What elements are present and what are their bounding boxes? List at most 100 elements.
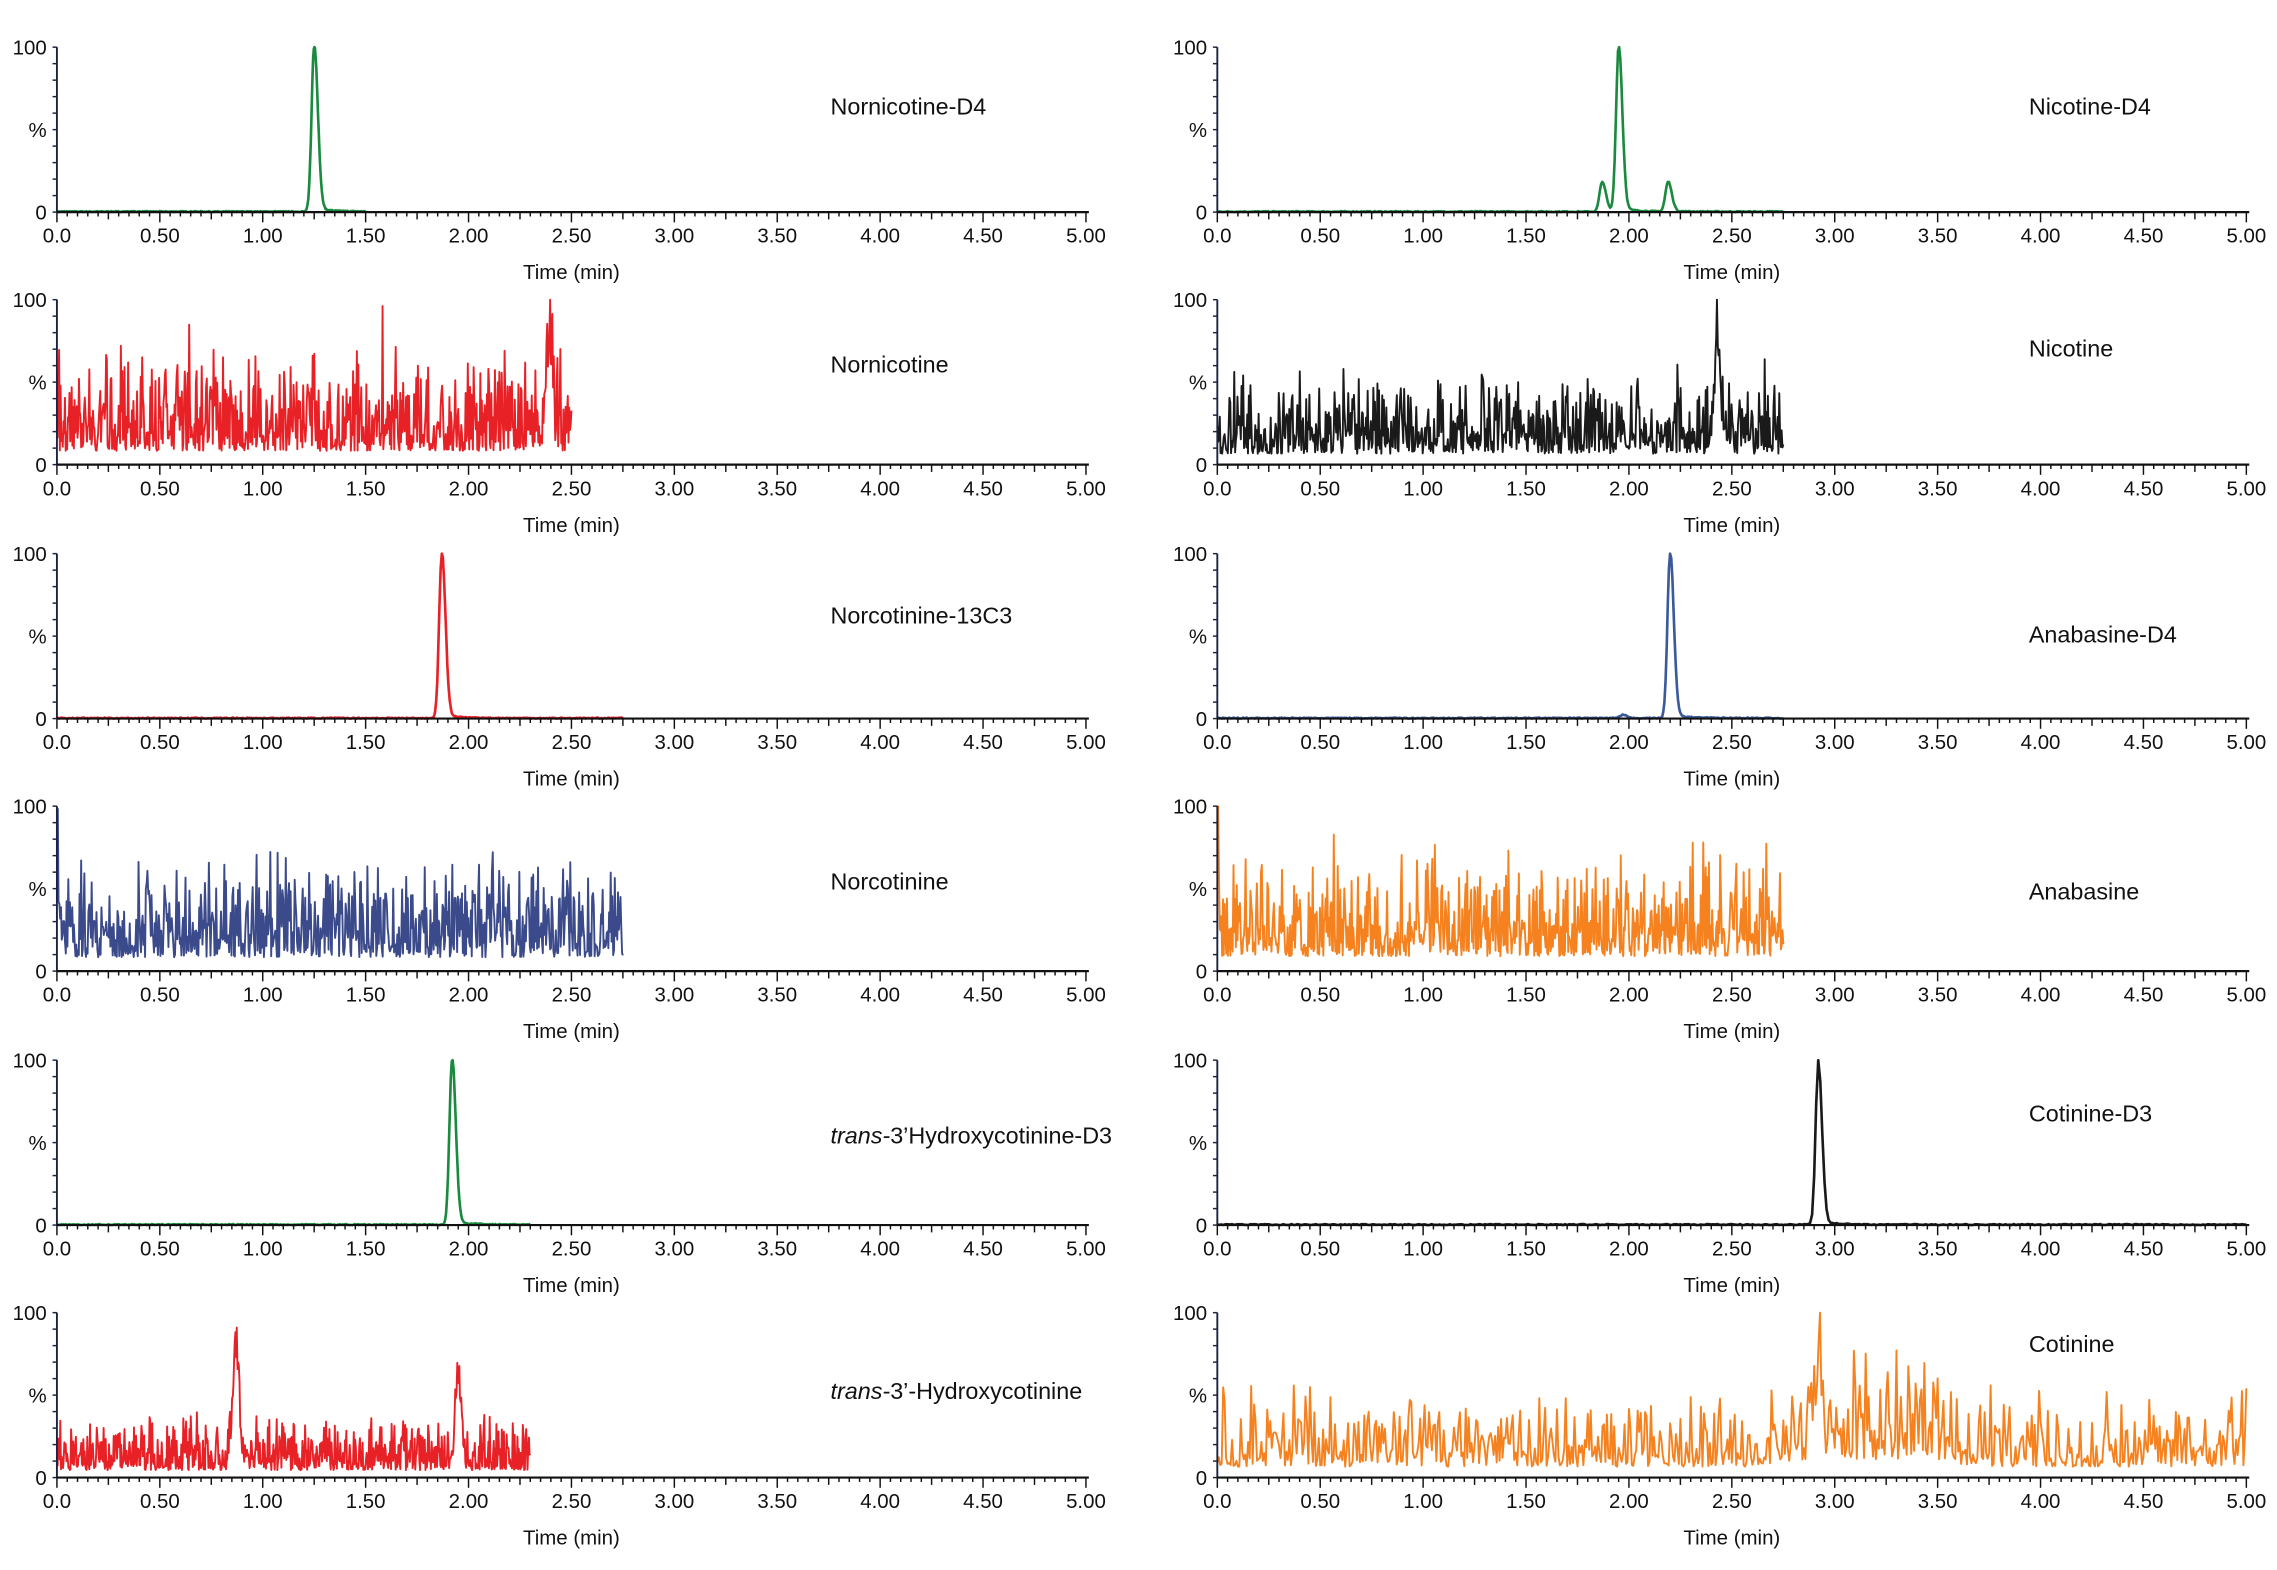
x-axis-label: Time (min) bbox=[1683, 1528, 1780, 1550]
compound-label: trans-3’-Hydroxycotinine bbox=[831, 1378, 1083, 1404]
x-tick-label: 0.0 bbox=[1203, 1491, 1231, 1513]
x-tick-label: 0.50 bbox=[140, 478, 180, 500]
compound-label: trans-3’Hydroxycotinine-D3 bbox=[831, 1122, 1113, 1148]
series-line bbox=[1216, 1311, 2248, 1468]
x-tick-label: 0.50 bbox=[140, 985, 180, 1007]
x-tick-label: 3.50 bbox=[1918, 478, 1958, 500]
chart-panel: 0.0 0.50 1.00 1.50 2.00 2.50 3.00 3.50 4.00 4.50 5… bbox=[13, 1303, 1106, 1550]
compound-label-name: 3’-Hydroxycotinine bbox=[890, 1378, 1082, 1404]
x-tick-label: 2.50 bbox=[552, 1491, 592, 1513]
x-tick-label: 3.00 bbox=[654, 985, 694, 1007]
y-axis-label: % bbox=[1189, 1385, 1207, 1407]
y-tick-label: 100 bbox=[13, 37, 47, 59]
x-tick-label: 3.50 bbox=[757, 478, 797, 500]
compound-label: Norcotinine bbox=[831, 868, 949, 894]
series-line bbox=[56, 552, 624, 720]
y-tick-label: 0 bbox=[1196, 961, 1207, 983]
x-tick-label: 2.00 bbox=[449, 226, 489, 248]
x-tick-label: 3.50 bbox=[757, 1239, 797, 1261]
x-tick-label: 2.50 bbox=[1712, 985, 1752, 1007]
x-tick-label: 4.50 bbox=[2124, 1491, 2164, 1513]
x-axis-label: Time (min) bbox=[1683, 1275, 1780, 1297]
x-tick-label: 0.0 bbox=[1203, 1239, 1231, 1261]
x-tick-label: 0.50 bbox=[1300, 1491, 1340, 1513]
x-tick-label: 1.00 bbox=[1403, 732, 1443, 754]
x-tick-label: 4.50 bbox=[963, 226, 1003, 248]
x-tick-label: 3.00 bbox=[1815, 732, 1855, 754]
x-tick-label: 0.0 bbox=[43, 1239, 71, 1261]
x-tick-label: 2.00 bbox=[1609, 1239, 1649, 1261]
x-tick-label: 1.00 bbox=[1403, 1239, 1443, 1261]
y-tick-label: 0 bbox=[35, 455, 46, 477]
x-tick-label: 0.50 bbox=[1300, 478, 1340, 500]
x-tick-label: 0.0 bbox=[1203, 985, 1231, 1007]
x-tick-label: 3.00 bbox=[1815, 1491, 1855, 1513]
x-tick-label: 0.0 bbox=[1203, 732, 1231, 754]
x-axis-label: Time (min) bbox=[523, 1275, 620, 1297]
x-axis-label: Time (min) bbox=[1683, 262, 1780, 284]
chart-panel: 0.0 0.50 1.00 1.50 2.00 2.50 3.00 3.50 4.00 4.50 5… bbox=[1173, 290, 2266, 537]
x-tick-label: 1.00 bbox=[243, 732, 283, 754]
x-tick-label: 3.50 bbox=[757, 985, 797, 1007]
series-line bbox=[55, 298, 573, 452]
y-tick-label: 0 bbox=[1196, 202, 1207, 224]
chart-panel: 0.0 0.50 1.00 1.50 2.00 2.50 3.00 3.50 4.00 4.50 5… bbox=[1173, 37, 2266, 284]
x-tick-label: 3.00 bbox=[654, 478, 694, 500]
x-tick-label: 1.50 bbox=[1506, 226, 1546, 248]
chart-panel: 0.0 0.50 1.00 1.50 2.00 2.50 3.00 3.50 4.00 4.50 5… bbox=[13, 544, 1106, 791]
x-tick-label: 1.50 bbox=[1506, 985, 1546, 1007]
chart-panel: 0.0 0.50 1.00 1.50 2.00 2.50 3.00 3.50 4.00 4.50 5… bbox=[13, 1050, 1112, 1297]
x-tick-label: 2.50 bbox=[552, 1239, 592, 1261]
x-axis-label: Time (min) bbox=[523, 1528, 620, 1550]
x-tick-label: 1.00 bbox=[243, 985, 283, 1007]
x-tick-label: 1.00 bbox=[243, 226, 283, 248]
x-tick-label: 1.50 bbox=[1506, 478, 1546, 500]
y-axis-label: % bbox=[29, 120, 47, 142]
x-tick-label: 4.50 bbox=[2124, 732, 2164, 754]
chart-panel: 0.0 0.50 1.00 1.50 2.00 2.50 3.00 3.50 4.00 4.50 5… bbox=[13, 37, 1106, 284]
x-tick-label: 0.0 bbox=[43, 732, 71, 754]
x-tick-label: 1.50 bbox=[346, 226, 386, 248]
compound-label-name: Anabasine bbox=[2029, 879, 2139, 905]
x-tick-label: 4.00 bbox=[2021, 478, 2061, 500]
compound-label: Nicotine bbox=[2029, 336, 2113, 362]
compound-label-name: Nornicotine bbox=[831, 352, 949, 378]
x-tick-label: 4.50 bbox=[963, 1491, 1003, 1513]
compound-label-name: 3’Hydroxycotinine-D3 bbox=[890, 1122, 1112, 1148]
y-tick-label: 0 bbox=[35, 961, 46, 983]
x-tick-label: 5.00 bbox=[2226, 226, 2266, 248]
chart-panel: 0.0 0.50 1.00 1.50 2.00 2.50 3.00 3.50 4.00 4.50 5… bbox=[1173, 1303, 2266, 1550]
x-tick-label: 5.00 bbox=[1066, 1239, 1106, 1261]
x-tick-label: 2.00 bbox=[1609, 732, 1649, 754]
x-axis-label: Time (min) bbox=[1683, 769, 1780, 791]
x-tick-label: 1.00 bbox=[243, 1491, 283, 1513]
x-tick-label: 4.50 bbox=[2124, 226, 2164, 248]
chart-panel: 0.0 0.50 1.00 1.50 2.00 2.50 3.00 3.50 4.00 4.50 5… bbox=[13, 290, 1106, 537]
y-axis-label: % bbox=[29, 626, 47, 648]
y-tick-label: 0 bbox=[1196, 1468, 1207, 1490]
y-tick-label: 0 bbox=[1196, 1215, 1207, 1237]
x-tick-label: 2.50 bbox=[552, 985, 592, 1007]
x-tick-label: 0.50 bbox=[140, 732, 180, 754]
series-line bbox=[1217, 45, 1784, 214]
y-tick-label: 100 bbox=[1173, 290, 1207, 312]
x-tick-label: 5.00 bbox=[2226, 732, 2266, 754]
x-tick-label: 2.00 bbox=[1609, 1491, 1649, 1513]
series-line bbox=[1217, 552, 1784, 720]
x-axis-label: Time (min) bbox=[523, 262, 620, 284]
x-tick-label: 1.50 bbox=[346, 732, 386, 754]
x-tick-label: 2.50 bbox=[1712, 732, 1752, 754]
x-tick-label: 4.00 bbox=[2021, 1239, 2061, 1261]
x-axis-label: Time (min) bbox=[523, 769, 620, 791]
x-tick-label: 4.00 bbox=[860, 226, 900, 248]
x-tick-label: 4.50 bbox=[963, 985, 1003, 1007]
x-tick-label: 5.00 bbox=[2226, 1239, 2266, 1261]
series-line bbox=[1216, 805, 1785, 958]
x-tick-label: 3.00 bbox=[1815, 478, 1855, 500]
x-tick-label: 1.00 bbox=[243, 478, 283, 500]
y-tick-label: 100 bbox=[1173, 796, 1207, 818]
x-tick-label: 2.00 bbox=[449, 478, 489, 500]
x-tick-label: 2.50 bbox=[1712, 226, 1752, 248]
x-tick-label: 2.00 bbox=[1609, 226, 1649, 248]
